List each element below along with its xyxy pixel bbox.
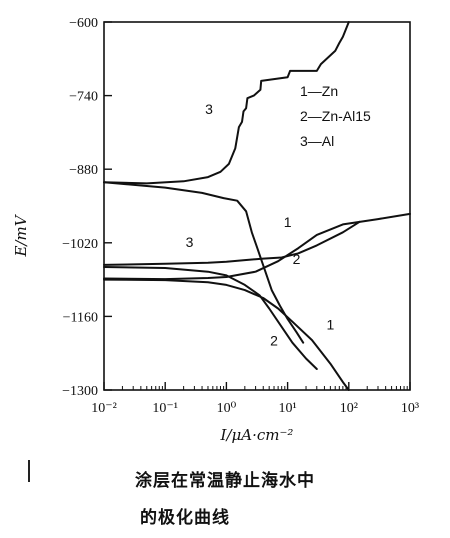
- legend: 1—Zn 2—Zn-Al15 3—Al: [300, 83, 371, 149]
- x-tick-label: 10⁻²: [91, 401, 117, 416]
- series-1-branch-1: [103, 212, 411, 281]
- series-2-branch-1: [103, 220, 361, 266]
- series-layer: [103, 21, 411, 391]
- x-tick-label: 10⁰: [217, 401, 237, 416]
- polarization-chart: −600−740−880−1020−1160−1300 10⁻² 10⁻¹ 10⁰ 1…: [12, 16, 419, 444]
- y-axis-title: E/mV: [12, 213, 30, 257]
- plot-frame: [103, 21, 411, 391]
- series-1-branch-2: [103, 278, 350, 391]
- legend-entry-zn: 1—Zn: [300, 83, 338, 99]
- curve-label: 1: [326, 317, 334, 333]
- x-tick-label: 10¹: [278, 401, 296, 416]
- y-tick-label: −1160: [63, 310, 98, 325]
- figure-caption-line-2: 的极化曲线: [140, 508, 230, 528]
- y-tick-label: −1300: [62, 384, 98, 399]
- y-tick-label: −880: [69, 163, 98, 178]
- curve-labels: 3 1 3 2 1 2: [186, 101, 335, 348]
- x-axis-title: I/μA·cm⁻²: [220, 426, 294, 444]
- y-tick-label: −1020: [62, 237, 98, 252]
- legend-entry-zn-al15: 2—Zn-Al15: [300, 108, 371, 124]
- series-2-branch-2: [103, 266, 318, 370]
- y-tick-label: −740: [69, 90, 98, 105]
- x-tick-label: 10⁻¹: [152, 401, 178, 416]
- curve-label: 1: [284, 214, 292, 230]
- x-tick-label: 10³: [401, 401, 419, 416]
- series-3-branch-1: [103, 21, 350, 185]
- x-tick-label: 10²: [340, 401, 358, 416]
- y-tick-label: −600: [69, 16, 98, 31]
- curve-label: 3: [205, 101, 213, 117]
- curve-label: 3: [186, 234, 194, 250]
- y-tick-labels: −600 −740 −880 −1020 −1160 −1300: [62, 16, 98, 399]
- caption-marker: [28, 460, 30, 482]
- series-3-branch-2: [103, 181, 305, 344]
- curve-label: 2: [293, 251, 301, 267]
- curve-label: 2: [270, 332, 278, 348]
- x-tick-labels: 10⁻² 10⁻¹ 10⁰ 10¹ 10² 10³: [91, 401, 419, 416]
- legend-entry-al: 3—Al: [300, 133, 334, 149]
- figure-caption-line-1: 涂层在常温静止海水中: [135, 471, 315, 491]
- axis-ticks: [103, 21, 411, 391]
